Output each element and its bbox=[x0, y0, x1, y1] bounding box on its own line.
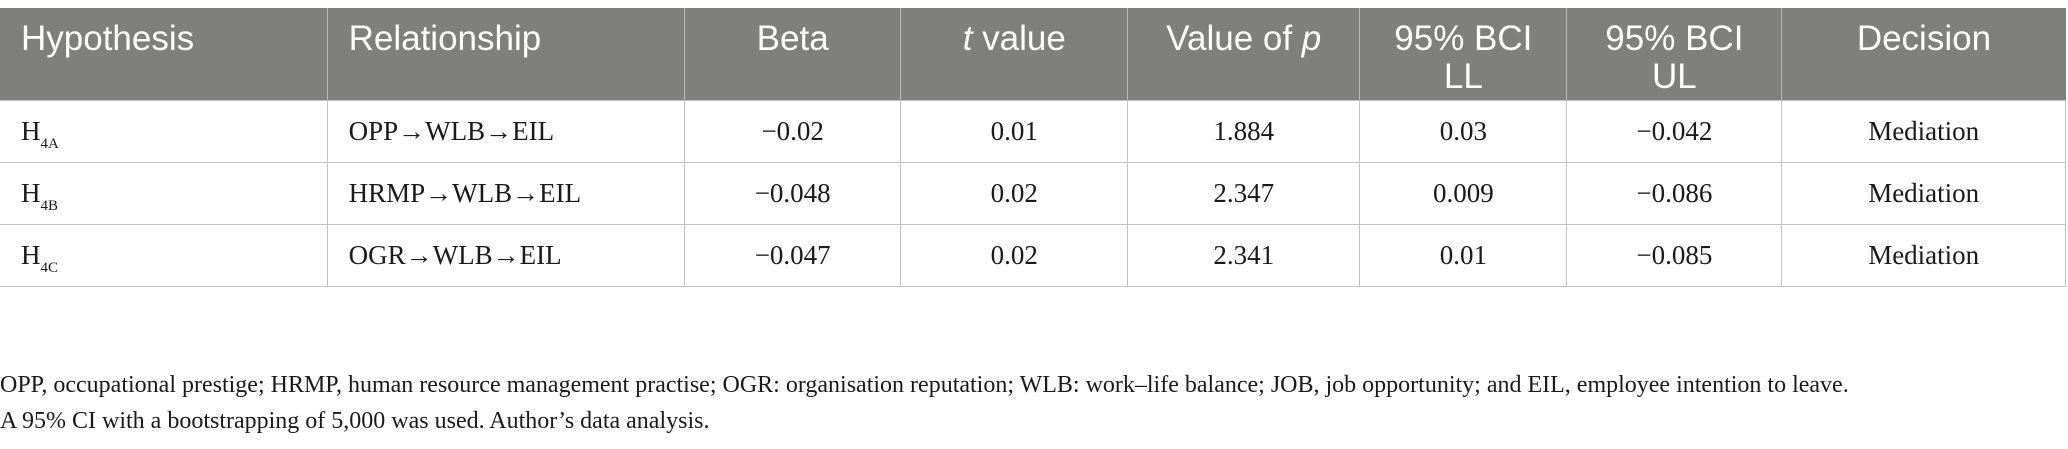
header-beta: Beta bbox=[684, 8, 902, 101]
hypothesis-letter: H bbox=[21, 116, 41, 146]
hypothesis-letter: H bbox=[21, 178, 41, 208]
cell-bci-ll: 0.03 bbox=[1359, 100, 1568, 163]
cell-decision: Mediation bbox=[1781, 224, 2066, 287]
header-bci-ul-line2: UL bbox=[1651, 57, 1697, 96]
cell-bci-ul: −0.085 bbox=[1566, 224, 1783, 287]
header-p-italic: p bbox=[1301, 19, 1322, 58]
header-relationship: Relationship bbox=[327, 8, 686, 101]
cell-bci-ul: −0.086 bbox=[1566, 162, 1783, 225]
cell-relationship: OPP→WLB→EIL bbox=[327, 100, 686, 163]
header-p-value: Value of p bbox=[1127, 8, 1361, 101]
header-bci-ll: 95% BCI LL bbox=[1359, 8, 1568, 101]
cell-t-value: 0.01 bbox=[900, 100, 1129, 163]
cell-t-value: 0.02 bbox=[900, 224, 1129, 287]
hypothesis-letter: H bbox=[21, 240, 41, 270]
hypothesis-subscript: 4A bbox=[40, 136, 59, 152]
header-t-value: t value bbox=[900, 8, 1129, 101]
footnote-abbreviations: OPP, occupational prestige; HRMP, human … bbox=[0, 372, 1849, 398]
footnote-method: A 95% CI with a bootstrapping of 5,000 w… bbox=[0, 408, 710, 434]
header-decision: Decision bbox=[1781, 8, 2066, 101]
header-hypothesis: Hypothesis bbox=[0, 8, 328, 101]
table-row: H4B HRMP→WLB→EIL −0.048 0.02 2.347 0.009… bbox=[0, 162, 2066, 225]
cell-decision: Mediation bbox=[1781, 100, 2066, 163]
hypothesis-subscript: 4B bbox=[40, 198, 59, 214]
header-bci-ul-line1: 95% BCI bbox=[1605, 19, 1744, 58]
cell-bci-ul: −0.042 bbox=[1566, 100, 1783, 163]
cell-hypothesis: H4C bbox=[0, 224, 328, 287]
results-table: Hypothesis Relationship Beta t value Val… bbox=[0, 8, 2066, 287]
cell-p-value: 2.341 bbox=[1127, 224, 1361, 287]
table-header-row: Hypothesis Relationship Beta t value Val… bbox=[0, 8, 2066, 101]
cell-t-value: 0.02 bbox=[900, 162, 1129, 225]
header-bci-ll-line1: 95% BCI bbox=[1394, 19, 1533, 58]
header-p-label: Value of bbox=[1166, 19, 1302, 58]
cell-relationship: OGR→WLB→EIL bbox=[327, 224, 686, 287]
cell-relationship: HRMP→WLB→EIL bbox=[327, 162, 686, 225]
header-t-italic: t bbox=[962, 19, 973, 58]
table-footnote: OPP, occupational prestige; HRMP, human … bbox=[0, 367, 1849, 439]
cell-beta: −0.048 bbox=[684, 162, 902, 225]
cell-hypothesis: H4A bbox=[0, 100, 328, 163]
header-t-label: value bbox=[972, 19, 1066, 58]
cell-p-value: 2.347 bbox=[1127, 162, 1361, 225]
header-bci-ul: 95% BCI UL bbox=[1566, 8, 1783, 101]
cell-bci-ll: 0.01 bbox=[1359, 224, 1568, 287]
table-row: H4C OGR→WLB→EIL −0.047 0.02 2.341 0.01 −… bbox=[0, 224, 2066, 287]
header-bci-ll-line2: LL bbox=[1443, 57, 1483, 96]
cell-beta: −0.047 bbox=[684, 224, 902, 287]
cell-beta: −0.02 bbox=[684, 100, 902, 163]
hypothesis-subscript: 4C bbox=[40, 260, 59, 276]
cell-p-value: 1.884 bbox=[1127, 100, 1361, 163]
cell-hypothesis: H4B bbox=[0, 162, 328, 225]
cell-decision: Mediation bbox=[1781, 162, 2066, 225]
cell-bci-ll: 0.009 bbox=[1359, 162, 1568, 225]
table-row: H4A OPP→WLB→EIL −0.02 0.01 1.884 0.03 −0… bbox=[0, 100, 2066, 163]
